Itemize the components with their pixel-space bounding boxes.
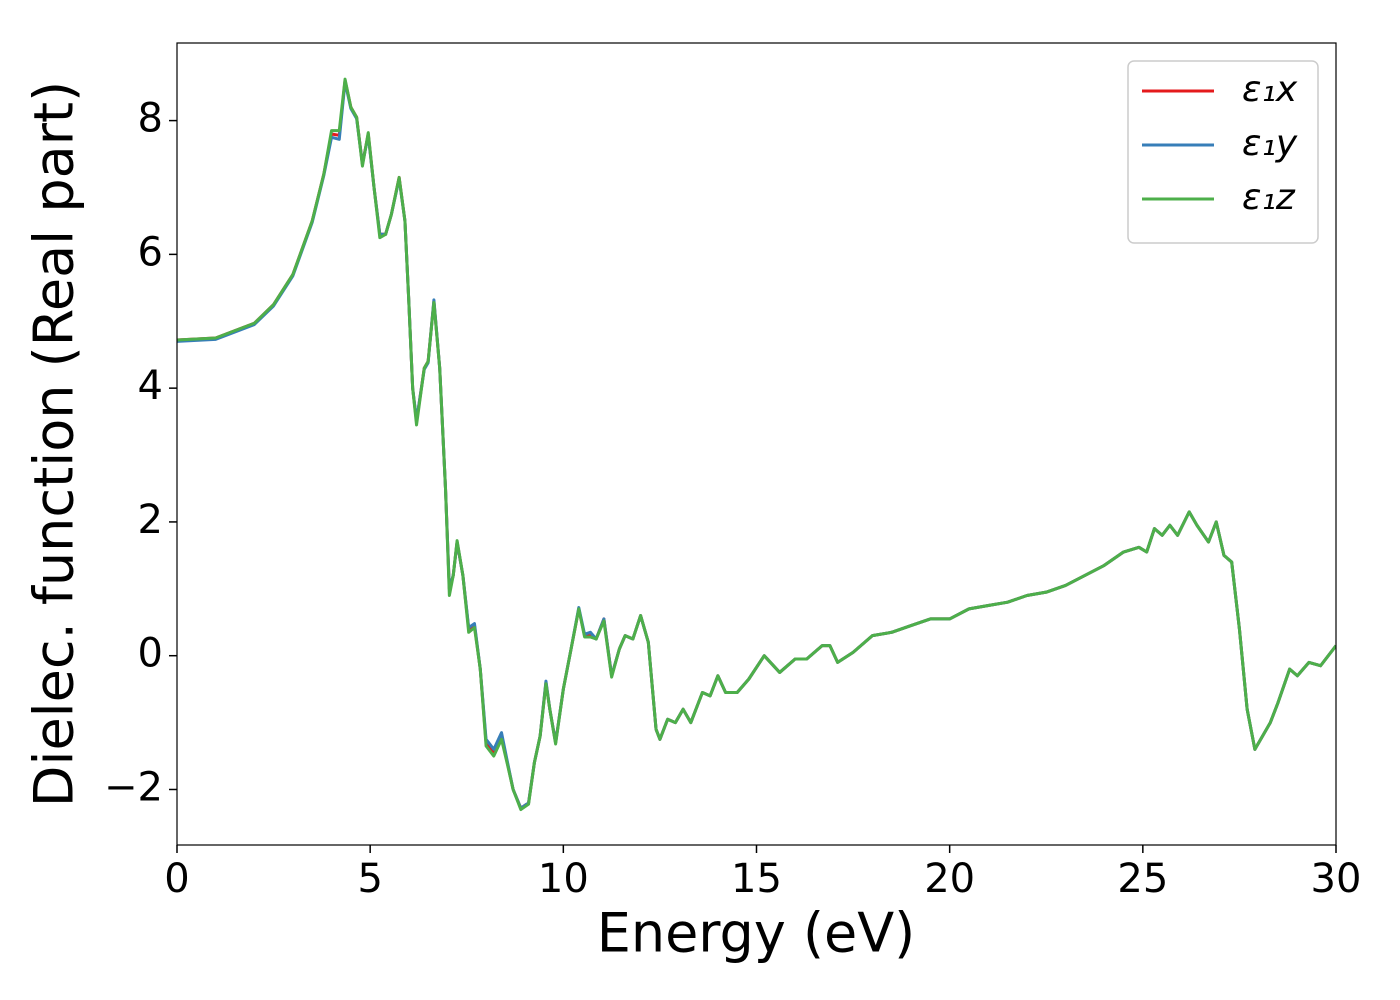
x-tick-label: 10 (538, 856, 589, 902)
x-tick-label: 15 (731, 856, 782, 902)
y-tick-label: 4 (138, 363, 163, 409)
series-line (177, 77, 1336, 812)
x-tick-label: 5 (357, 856, 382, 902)
legend-label: ε₁x (1242, 69, 1298, 110)
legend-label: ε₁y (1242, 123, 1298, 164)
y-tick-label: 8 (138, 96, 163, 142)
x-tick-label: 30 (1311, 856, 1362, 902)
y-tick-label: 6 (138, 229, 163, 275)
x-tick-label: 0 (164, 856, 189, 902)
x-tick-label: 20 (924, 856, 975, 902)
y-tick-label: −2 (104, 764, 163, 810)
legend-label: ε₁z (1242, 177, 1296, 218)
y-tick-label: 2 (138, 497, 163, 543)
x-axis-label: Energy (eV) (597, 902, 916, 965)
y-tick-label: 0 (138, 631, 163, 677)
y-axis-label: Dielec. function (Real part) (23, 81, 86, 807)
x-tick-label: 25 (1117, 856, 1168, 902)
plot-frame (176, 42, 1337, 846)
